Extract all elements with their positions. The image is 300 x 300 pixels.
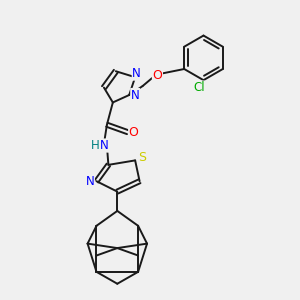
Text: S: S [138,151,146,164]
Text: N: N [85,175,94,188]
Text: N: N [100,139,109,152]
Text: N: N [131,88,140,101]
Text: Cl: Cl [193,81,205,94]
Text: H: H [91,139,100,152]
Text: O: O [152,69,162,82]
Text: O: O [129,126,139,139]
Text: N: N [132,67,141,80]
